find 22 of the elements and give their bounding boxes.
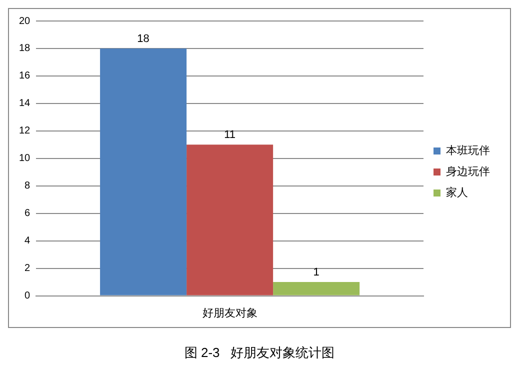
legend-label: 本班玩伴 bbox=[446, 144, 490, 158]
bar bbox=[273, 282, 360, 296]
y-tick-label: 10 bbox=[19, 153, 31, 164]
y-tick-label: 4 bbox=[24, 236, 31, 247]
data-label: 18 bbox=[137, 33, 150, 46]
y-tick-label: 2 bbox=[24, 263, 31, 274]
y-tick-label: 20 bbox=[19, 16, 31, 27]
data-label: 11 bbox=[224, 129, 236, 142]
y-tick-label: 18 bbox=[19, 43, 31, 54]
legend-label: 身边玩伴 bbox=[446, 165, 490, 178]
data-label: 1 bbox=[313, 266, 320, 279]
y-tick-label: 12 bbox=[19, 126, 31, 137]
bar bbox=[186, 144, 274, 296]
y-tick-label: 14 bbox=[19, 98, 31, 110]
text: 图 2-3 好朋友对象统计图 bbox=[183, 344, 336, 362]
legend-label: 家人 bbox=[446, 186, 468, 200]
bar bbox=[100, 48, 187, 296]
y-tick-label: 6 bbox=[24, 208, 31, 220]
y-tick-label: 0 bbox=[24, 290, 31, 302]
y-tick-label: 8 bbox=[24, 180, 31, 192]
x-tick-label: 好朋友对象 bbox=[202, 306, 258, 320]
y-tick-label: 16 bbox=[19, 70, 31, 82]
